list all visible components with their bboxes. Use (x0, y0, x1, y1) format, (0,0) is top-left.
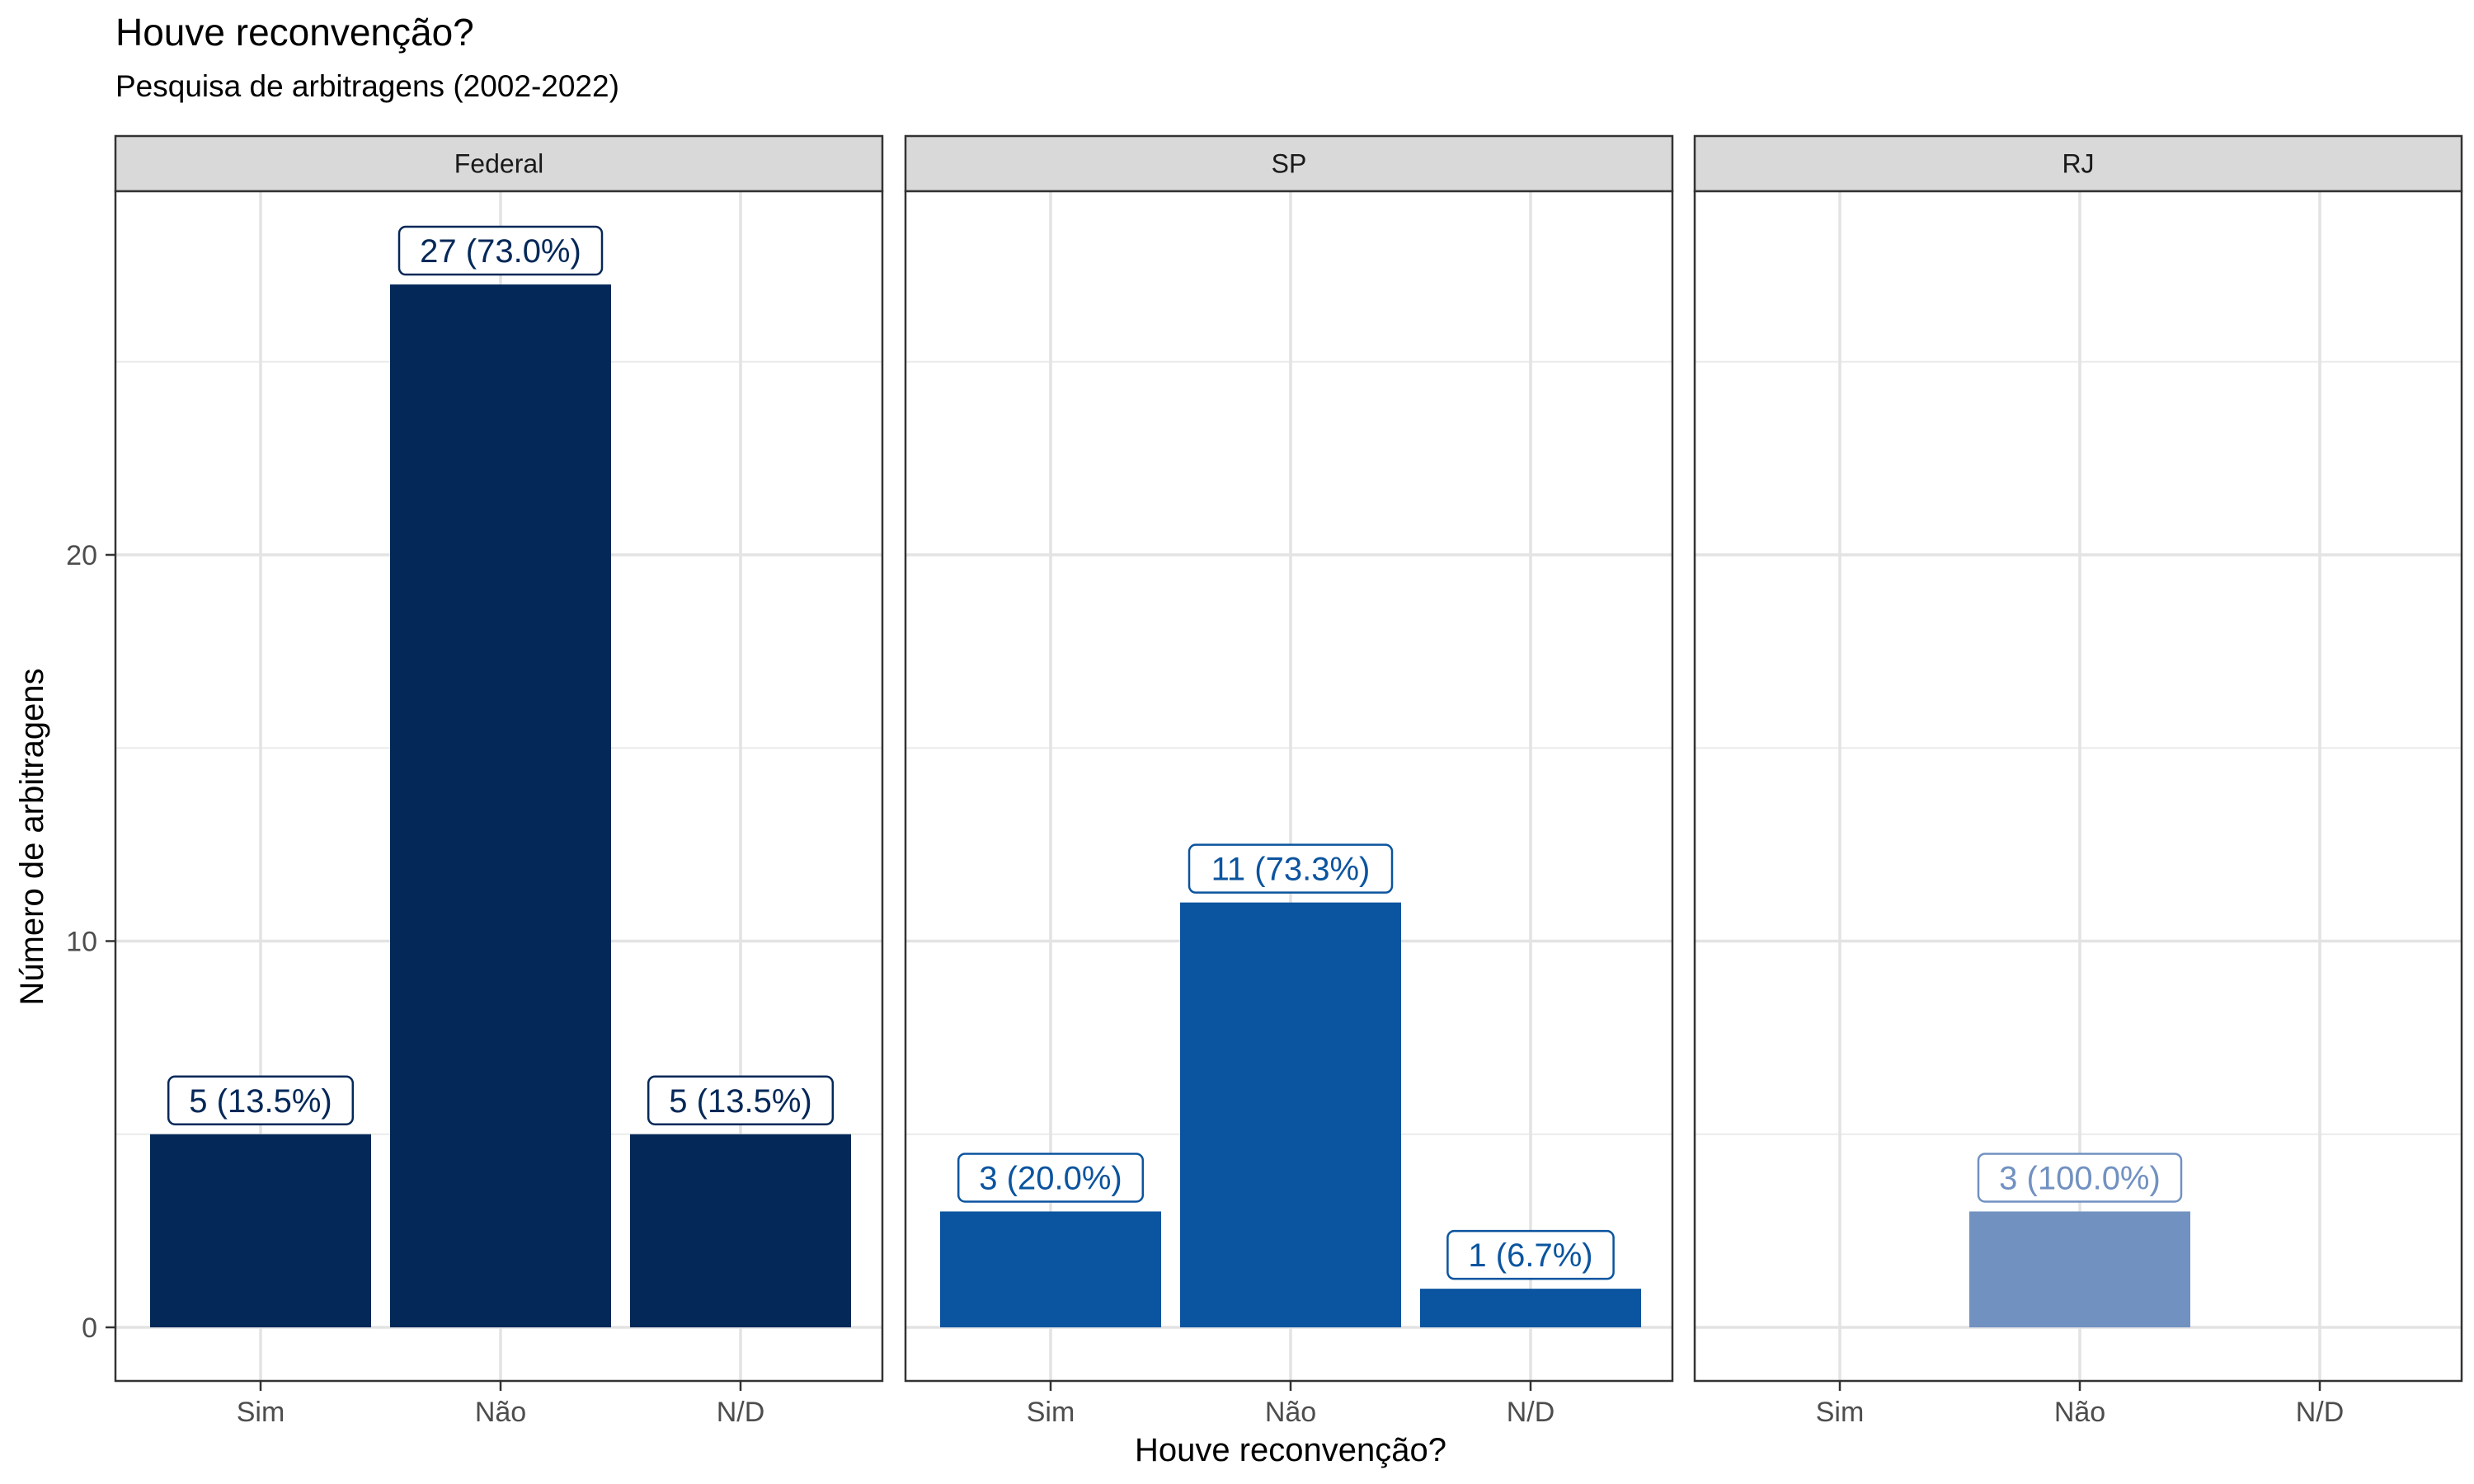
y-axis-title: Número de arbitragens (14, 668, 50, 1005)
facet-panel-rj: RJ 3 (100.0%) Sim Não N/D (1693, 134, 2463, 1428)
data-label-box (167, 1075, 355, 1125)
data-label: 27 (73.0%) (420, 233, 581, 270)
bar-federal-n/d (630, 1134, 851, 1327)
data-label: 5 (13.5%) (189, 1083, 332, 1120)
x-tick-label: Não (2054, 1397, 2105, 1428)
y-tick-label: 20 (66, 540, 97, 571)
bar-federal-não (390, 284, 611, 1327)
chart-subtitle: Pesquisa de arbitragens (2002-2022) (115, 69, 619, 103)
x-tick-label: Sim (1816, 1397, 1865, 1428)
panel-border (904, 190, 1674, 1383)
x-tick-label: Não (1265, 1397, 1316, 1428)
bar-federal-sim (150, 1134, 371, 1327)
x-tick-label: N/D (2296, 1397, 2345, 1428)
bar-sp-n/d (1420, 1289, 1641, 1327)
panel-border (114, 190, 884, 1383)
data-label-box (1446, 1229, 1615, 1280)
facet-panel-sp: SP 3 (20.0%) 11 (73.3%) 1 (6.7%) Sim Não N/D (904, 134, 1674, 1428)
y-tick-label: 10 (66, 927, 97, 958)
y-tick-label: 0 (82, 1313, 97, 1344)
data-label-box (1977, 1153, 2183, 1203)
bar-sp-não (1180, 902, 1401, 1327)
facet-panel-federal: Federal 5 (13.5%) 27 (73.0%) 5 (13.5%) Sim Nã… (114, 134, 884, 1428)
x-tick-label: N/D (717, 1397, 765, 1428)
facet-strip-label: SP (1272, 149, 1307, 179)
facet-strip (904, 134, 1674, 193)
x-axis-title: Houve reconvenção? (1135, 1432, 1446, 1468)
x-tick-label: Sim (237, 1397, 285, 1428)
panel-border (1693, 190, 2463, 1383)
facet-strip-label: RJ (2062, 149, 2094, 179)
bar-rj-não (1969, 1211, 2190, 1327)
bar-sp-sim (940, 1211, 1161, 1327)
data-label: 1 (6.7%) (1468, 1237, 1592, 1274)
facet-strip-label: Federal (454, 149, 544, 179)
data-label-box (1188, 843, 1394, 894)
data-label-box (397, 225, 604, 276)
x-tick-label: Sim (1027, 1397, 1075, 1428)
y-axis: 0 10 20 (66, 540, 115, 1344)
data-label: 11 (73.3%) (1211, 852, 1371, 888)
data-label: 5 (13.5%) (669, 1083, 811, 1120)
chart-title: Houve reconvenção? (115, 11, 474, 54)
panels-layer: Federal 5 (13.5%) 27 (73.0%) 5 (13.5%) Sim Nã… (114, 134, 2463, 1428)
x-tick-label: Não (475, 1397, 526, 1428)
x-tick-label: N/D (1507, 1397, 1555, 1428)
data-label-box (647, 1075, 835, 1125)
data-label: 3 (100.0%) (1999, 1160, 2161, 1196)
data-label: 3 (20.0%) (979, 1160, 1122, 1196)
data-label-box (957, 1153, 1145, 1203)
facet-strip (1693, 134, 2463, 193)
